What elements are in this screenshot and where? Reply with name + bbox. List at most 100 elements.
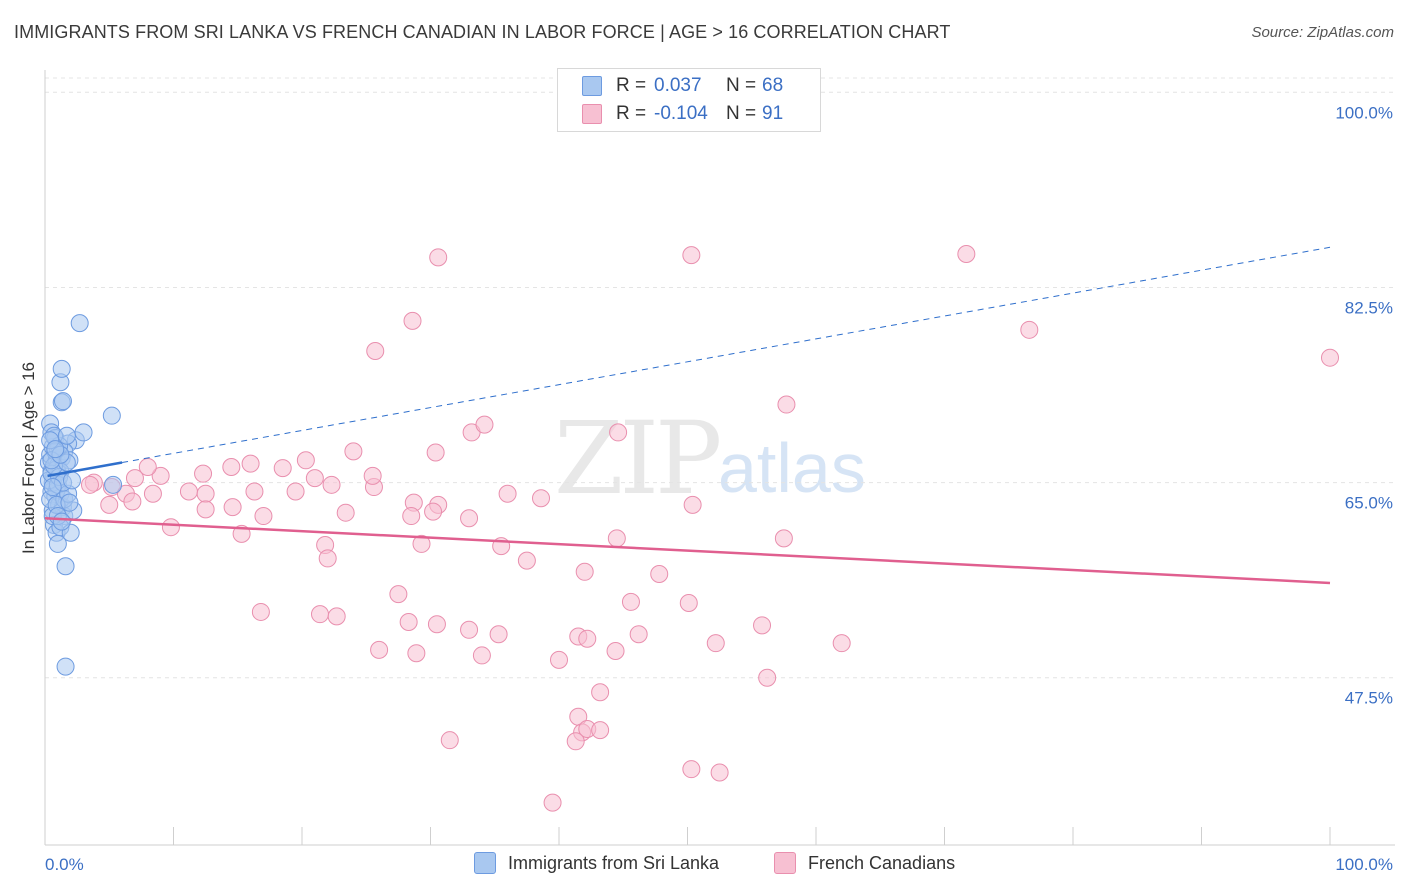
point-french-canadian [251,602,270,621]
point-french-canadian [609,423,628,442]
point-french-canadian [1321,348,1339,367]
point-french-canadian [629,625,648,644]
trend-line-french-canadian [44,517,1331,585]
point-french-canadian [310,605,329,624]
legend-row-french-canadian: R = -0.104 N = 91 [582,102,783,126]
point-french-canadian [578,629,597,648]
point-french-canadian [196,484,215,503]
legend-swatch-sri-lanka [582,76,602,96]
point-french-canadian [232,524,251,543]
bottom-legend-sri-lanka: Immigrants from Sri Lanka [474,852,719,874]
point-french-canadian [241,454,260,473]
bottom-legend-swatch-french-canadian [774,852,796,874]
point-french-canadian [550,650,568,669]
point-french-canadian [370,640,389,659]
point-sri-lanka [104,475,123,494]
point-french-canadian [194,464,213,483]
point-french-canadian [123,492,142,511]
watermark-atlas: atlas [718,429,866,507]
y-tick-label: 82.5% [1345,298,1393,317]
legend-n-value: 91 [762,103,784,124]
point-french-canadian [296,451,315,470]
y-axis-label: In Labor Force | Age > 16 [19,362,38,554]
point-french-canadian [80,475,99,494]
point-french-canadian [426,443,445,462]
trend-line-sri-lanka-projected [122,246,1331,464]
legend-r-value: -0.104 [654,103,708,124]
point-sri-lanka [60,493,79,512]
point-french-canadian [832,634,851,653]
point-french-canadian [254,507,273,526]
correlation-legend: R = 0.037 N = 68 R = -0.104 N = 91 [557,68,821,132]
legend-row-sri-lanka: R = 0.037 N = 68 [582,74,783,98]
gridlines [45,77,1395,679]
point-french-canadian [151,466,170,485]
point-french-canadian [774,529,793,548]
point-french-canadian [100,495,119,514]
point-french-canadian [412,534,431,553]
point-french-canadian [682,246,701,265]
point-french-canadian [403,311,422,330]
point-sri-lanka [74,423,93,442]
legend-n-label: N = [726,75,757,96]
bottom-legend-french-canadian: French Canadians [774,852,955,874]
point-french-canadian [440,731,459,750]
point-french-canadian [710,763,729,782]
bottom-legend-label-sri-lanka: Immigrants from Sri Lanka [508,852,720,873]
point-french-canadian [650,565,669,584]
point-french-canadian [532,489,551,508]
point-french-canadian [606,641,625,660]
axis-labels: 100.0% 82.5% 65.0% 47.5% 0.0% 100.0% In Labor … [19,103,1393,874]
point-french-canadian [591,721,610,740]
point-french-canadian [607,529,626,548]
data-points [39,244,1339,812]
point-french-canadian [427,615,446,634]
point-french-canadian [196,500,215,519]
point-french-canadian [223,498,242,517]
point-french-canadian [344,442,363,461]
bottom-legend-label-french-canadian: French Canadians [808,852,956,873]
point-sri-lanka [102,406,121,425]
legend-r-label: R = [616,103,647,124]
point-french-canadian [475,415,494,434]
point-french-canadian [543,793,562,812]
x-tick-label-right: 100.0% [1335,855,1393,874]
point-french-canadian [683,495,702,514]
point-french-canadian [591,683,610,702]
point-french-canadian [161,518,180,537]
point-french-canadian [399,612,418,631]
y-tick-label: 65.0% [1345,494,1393,513]
point-french-canadian [273,459,292,478]
point-french-canadian [472,646,491,665]
point-french-canadian [679,594,698,613]
point-french-canadian [758,668,777,687]
point-french-canadian [424,502,443,521]
point-french-canadian [327,607,346,626]
point-french-canadian [336,503,355,522]
point-sri-lanka [57,426,76,445]
point-french-canadian [402,507,421,526]
point-sri-lanka [53,392,72,411]
x-tick-label-left: 0.0% [45,855,84,874]
point-french-canadian [517,551,536,570]
trend-line-sri-lanka [47,461,123,478]
point-french-canadian [179,482,198,501]
source-credit: Source: ZipAtlas.com [1251,24,1394,41]
point-sri-lanka [70,314,89,333]
point-french-canadian [460,509,479,528]
y-tick-label: 100.0% [1335,103,1393,122]
point-french-canadian [322,475,341,494]
y-tick-label: 47.5% [1345,689,1393,708]
point-sri-lanka [46,440,65,459]
legend-n-label: N = [726,103,757,124]
point-french-canadian [222,457,241,476]
point-french-canadian [753,616,772,635]
point-sri-lanka [52,359,71,378]
chart-title: IMMIGRANTS FROM SRI LANKA VS FRENCH CANA… [14,22,951,42]
point-french-canadian [245,482,264,501]
point-french-canadian [138,457,157,476]
point-sri-lanka [56,557,75,576]
point-french-canadian [706,634,725,653]
point-french-canadian [460,620,479,639]
